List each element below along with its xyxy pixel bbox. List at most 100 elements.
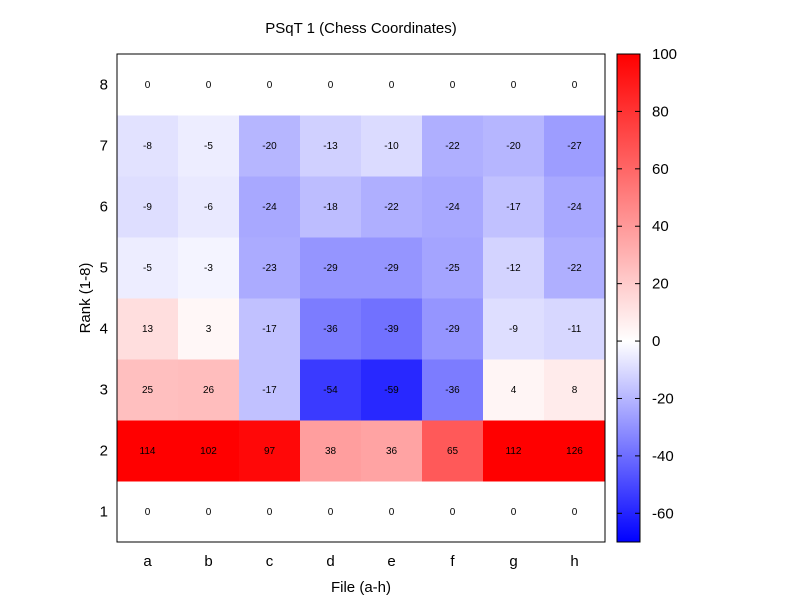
heatmap-cell <box>422 359 484 421</box>
cell-value-label: -25 <box>445 263 460 274</box>
x-tick-label: b <box>204 553 212 570</box>
cell-value-label: -20 <box>262 141 277 152</box>
cell-value-label: -9 <box>509 324 518 335</box>
heatmap-cell <box>178 420 240 482</box>
heatmap-cell <box>239 481 301 543</box>
heatmap-cell <box>178 481 240 543</box>
heatmap-cell <box>178 176 240 238</box>
heatmap-cell <box>544 115 606 177</box>
x-tick-label: g <box>509 553 517 570</box>
x-tick-label: e <box>387 553 395 570</box>
heatmap-cell <box>483 359 545 421</box>
colorbar-tick-label: 100 <box>652 46 677 63</box>
heatmap-cell <box>300 420 362 482</box>
cell-value-label: 25 <box>142 385 154 396</box>
heatmap-cell <box>483 298 545 360</box>
cell-value-label: 38 <box>325 446 337 457</box>
heatmap-cell <box>483 176 545 238</box>
cell-value-label: -17 <box>506 202 521 213</box>
cell-value-label: 0 <box>267 507 273 518</box>
y-axis-label: Rank (1-8) <box>77 263 94 334</box>
heatmap-cell <box>483 237 545 299</box>
cell-value-label: 0 <box>511 80 517 91</box>
colorbar-tick-label: 20 <box>652 276 669 293</box>
cell-value-label: -54 <box>323 385 338 396</box>
chart-title: PSqT 1 (Chess Coordinates) <box>265 20 456 37</box>
plot-frame <box>116 53 606 543</box>
cell-value-label: 65 <box>447 446 459 457</box>
colorbar <box>616 53 641 543</box>
heatmap-cell <box>483 420 545 482</box>
colorbar-tick-label: 0 <box>652 333 660 350</box>
y-tick-label: 2 <box>100 443 108 460</box>
cell-value-label: 0 <box>328 507 334 518</box>
heatmap-cell <box>422 176 484 238</box>
cell-value-label: 36 <box>386 446 398 457</box>
colorbar-tick-label: 60 <box>652 161 669 178</box>
heatmap-cell <box>544 420 606 482</box>
heatmap-cell <box>361 176 423 238</box>
heatmap-cell <box>422 115 484 177</box>
heatmap-cell <box>300 481 362 543</box>
heatmap-cell <box>117 237 179 299</box>
heatmap-cell <box>422 54 484 116</box>
heatmap-cell <box>300 176 362 238</box>
cell-value-label: 0 <box>328 80 334 91</box>
cell-value-label: 0 <box>206 507 212 518</box>
cell-value-label: -6 <box>204 202 213 213</box>
heatmap-cell <box>300 237 362 299</box>
heatmap-cell <box>117 115 179 177</box>
heatmap-cell <box>544 237 606 299</box>
cell-value-label: -36 <box>445 385 460 396</box>
colorbar-tick-label: -20 <box>652 390 674 407</box>
colorbar-tick-label: 80 <box>652 103 669 120</box>
cell-value-label: -22 <box>445 141 460 152</box>
heatmap-cell <box>422 237 484 299</box>
cell-value-label: -10 <box>384 141 399 152</box>
cell-value-label: -18 <box>323 202 338 213</box>
cell-value-label: 0 <box>572 80 578 91</box>
colorbar-ticks: 100 80 60 40 20 0 -20 -40 -60 <box>617 46 677 522</box>
y-tick-label: 5 <box>100 260 108 277</box>
cell-value-label: 4 <box>511 385 517 396</box>
heatmap-cell <box>361 359 423 421</box>
cell-value-label: 8 <box>572 385 578 396</box>
colorbar-tick-label: 40 <box>652 218 669 235</box>
x-tick-label: d <box>326 553 334 570</box>
x-tick-label: f <box>450 553 455 570</box>
heatmap-cell <box>361 420 423 482</box>
x-tick-label: a <box>143 553 152 570</box>
cell-value-label: -23 <box>262 263 277 274</box>
heatmap-cell <box>117 481 179 543</box>
heatmap-cell <box>117 359 179 421</box>
y-tick-label: 4 <box>100 321 108 338</box>
y-tick-label: 1 <box>100 504 108 521</box>
x-tick-label: c <box>266 553 274 570</box>
cell-value-label: -27 <box>567 141 582 152</box>
heatmap-cell <box>544 176 606 238</box>
heatmap-cell <box>117 54 179 116</box>
cell-value-label: 0 <box>450 507 456 518</box>
heatmap-cell <box>239 298 301 360</box>
heatmap-cell <box>300 115 362 177</box>
cell-value-label: -12 <box>506 263 521 274</box>
heatmap-cell <box>544 54 606 116</box>
cell-value-label: -17 <box>262 385 277 396</box>
heatmap-cell <box>361 237 423 299</box>
y-tick-label: 8 <box>100 77 108 94</box>
heatmap-cell <box>361 481 423 543</box>
cell-value-label: 112 <box>506 446 522 457</box>
cell-value-label: -59 <box>384 385 399 396</box>
cell-value-label: -36 <box>323 324 338 335</box>
heatmap-cell <box>239 115 301 177</box>
heatmap-cell <box>117 420 179 482</box>
cell-value-label: 0 <box>389 507 395 518</box>
cell-value-label: 0 <box>145 507 151 518</box>
heatmap-cell <box>544 298 606 360</box>
cell-value-label: 3 <box>206 324 212 335</box>
cell-value-label: 0 <box>450 80 456 91</box>
cell-value-label: 13 <box>142 324 154 335</box>
cell-value-label: -5 <box>204 141 213 152</box>
cell-value-label: 26 <box>203 385 215 396</box>
cell-value-label: -3 <box>204 263 213 274</box>
